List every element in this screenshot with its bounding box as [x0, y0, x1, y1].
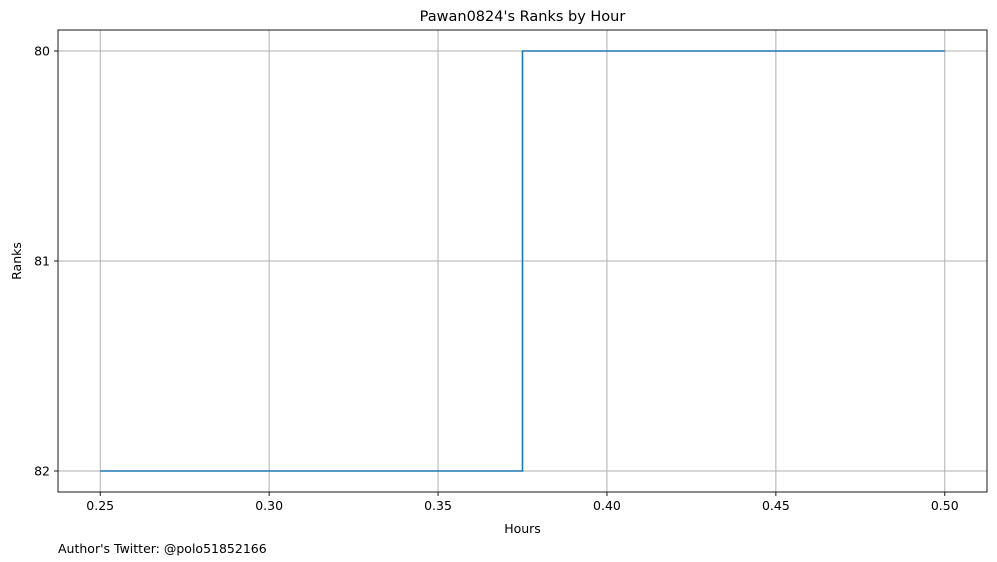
- y-axis-label: Ranks: [9, 242, 24, 280]
- x-tick-label: 0.50: [931, 498, 959, 513]
- x-tick-label: 0.40: [593, 498, 621, 513]
- x-axis-label: Hours: [504, 521, 541, 536]
- y-tick-label: 80: [34, 44, 50, 59]
- y-axis: 80 81 82: [34, 44, 58, 479]
- y-tick-label: 82: [34, 464, 50, 479]
- x-tick-label: 0.30: [255, 498, 283, 513]
- x-axis: 0.25 0.30 0.35 0.40 0.45 0.50: [86, 492, 959, 513]
- x-tick-label: 0.45: [762, 498, 790, 513]
- x-tick-label: 0.35: [424, 498, 452, 513]
- x-tick-label: 0.25: [86, 498, 114, 513]
- rank-step-line: [100, 50, 945, 472]
- author-footnote: Author's Twitter: @polo51852166: [58, 541, 267, 556]
- y-tick-label: 81: [34, 254, 50, 269]
- series-layer: [100, 50, 945, 472]
- chart-title: Pawan0824's Ranks by Hour: [420, 9, 626, 25]
